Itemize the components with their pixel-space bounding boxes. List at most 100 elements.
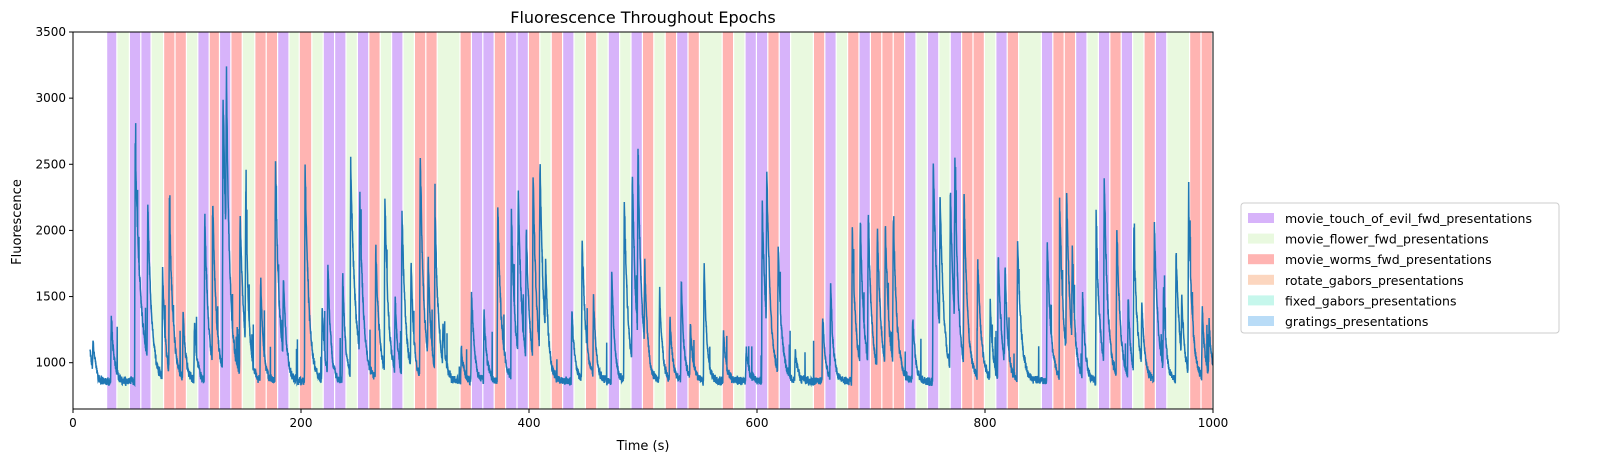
epoch-band-worms <box>1053 32 1064 409</box>
y-tick-label: 1500 <box>35 290 66 304</box>
y-tick-label: 1000 <box>35 356 66 370</box>
epoch-band-flower <box>289 32 299 409</box>
epoch-band-worms <box>255 32 266 409</box>
epoch-band-flower <box>242 32 255 409</box>
epoch-band-touch <box>323 32 334 409</box>
epoch-band-touch <box>278 32 289 409</box>
epoch-band-worms <box>266 32 277 409</box>
epoch-band-worms <box>688 32 699 409</box>
epoch-band-flower <box>939 32 950 409</box>
epoch-band-touch <box>392 32 403 409</box>
epoch-band-touch <box>1042 32 1053 409</box>
legend-swatch-fixed <box>1248 295 1274 306</box>
epoch-band-flower <box>597 32 608 409</box>
epoch-band-touch <box>1156 32 1167 409</box>
epoch-band-worms <box>1144 32 1155 409</box>
epoch-band-touch <box>779 32 790 409</box>
epoch-band-flower <box>437 32 460 409</box>
epoch-band-worms <box>973 32 984 409</box>
legend-label-worms: movie_worms_fwd_presentations <box>1285 252 1492 267</box>
epoch-band-flower <box>654 32 665 409</box>
epoch-band-worms <box>426 32 437 409</box>
y-tick-label: 3500 <box>35 25 66 39</box>
epoch-band-flower <box>312 32 323 409</box>
epoch-band-worms <box>848 32 859 409</box>
x-tick-label: 800 <box>974 416 997 430</box>
epoch-band-flower <box>1133 32 1144 409</box>
x-tick-label: 1000 <box>1198 416 1229 430</box>
epoch-band-worms <box>209 32 219 409</box>
epoch-band-worms <box>1190 32 1201 409</box>
epoch-band-worms <box>231 32 242 409</box>
epoch-band-worms <box>1007 32 1018 409</box>
epoch-band-flower <box>1087 32 1098 409</box>
legend-swatch-gratings <box>1248 316 1274 326</box>
fluorescence-trace <box>89 66 1213 388</box>
epoch-band-flower <box>985 32 996 409</box>
epoch-band-touch <box>1121 32 1132 409</box>
legend-label-gratings: gratings_presentations <box>1285 314 1428 329</box>
epoch-band-worms <box>175 32 186 409</box>
epoch-band-touch <box>608 32 619 409</box>
x-tick-label: 600 <box>746 416 769 430</box>
epoch-band-flower <box>187 32 198 409</box>
epoch-band-touch <box>141 32 151 409</box>
epoch-band-worms <box>1201 32 1212 409</box>
epoch-band-worms <box>586 32 597 409</box>
epoch-band-worms <box>460 32 471 409</box>
axes: 0 200 400 600 800 1000 1000 1500 2000 2500 3000 350… <box>35 25 1228 430</box>
x-tick-label: 0 <box>69 416 77 430</box>
epoch-band-touch <box>107 32 117 409</box>
epoch-band-touch <box>335 32 346 409</box>
epoch-band-worms <box>814 32 825 409</box>
legend-swatch-rotate <box>1248 274 1274 285</box>
epoch-band-worms <box>962 32 973 409</box>
epoch-band-flower <box>1019 32 1041 409</box>
epoch-band-flower <box>791 32 813 409</box>
legend-label-flower: movie_flower_fwd_presentations <box>1285 232 1489 247</box>
plot-area <box>89 32 1213 409</box>
epoch-band-flower <box>151 32 163 409</box>
legend-label-touch: movie_touch_of_evil_fwd_presentations <box>1285 211 1532 226</box>
epoch-band-worms <box>1110 32 1121 409</box>
epoch-band-touch <box>825 32 836 409</box>
legend-swatch-touch <box>1248 213 1274 223</box>
legend-label-fixed: fixed_gabors_presentations <box>1285 293 1456 308</box>
epoch-band-touch <box>198 32 209 409</box>
epoch-band-touch <box>905 32 916 409</box>
epoch-band-flower <box>1167 32 1189 409</box>
epoch-band-worms <box>369 32 380 409</box>
plot-frame <box>72 31 1214 410</box>
epoch-band-worms <box>893 32 904 409</box>
epoch-band-flower <box>540 32 551 409</box>
epoch-band-touch <box>631 32 642 409</box>
epoch-band-touch <box>472 32 483 409</box>
epoch-band-touch <box>517 32 528 409</box>
epoch-band-touch <box>996 32 1007 409</box>
y-tick-label: 3000 <box>35 91 66 105</box>
x-tick-label: 200 <box>290 416 313 430</box>
epoch-band-worms <box>871 32 882 409</box>
legend: movie_touch_of_evil_fwd_presentationsmov… <box>1240 202 1560 334</box>
epoch-band-worms <box>665 32 676 409</box>
epoch-band-touch <box>358 32 369 409</box>
epoch-band-touch <box>563 32 574 409</box>
epoch-band-flower <box>734 32 745 409</box>
epoch-band-worms <box>643 32 654 409</box>
epoch-band-worms <box>768 32 779 409</box>
epoch-band-flower <box>916 32 927 409</box>
x-tick-label: 400 <box>518 416 541 430</box>
y-axis-label: Fluorescence <box>10 179 25 265</box>
epoch-band-worms <box>882 32 893 409</box>
legend-box <box>1240 202 1560 334</box>
epoch-band-flower <box>836 32 847 409</box>
epoch-band-worms <box>1064 32 1075 409</box>
x-axis-label: Time (s) <box>616 439 670 454</box>
y-tick-label: 2500 <box>35 157 66 171</box>
epoch-band-touch <box>677 32 688 409</box>
epoch-band-flower <box>117 32 129 409</box>
epoch-band-worms <box>551 32 562 409</box>
chart-title: Fluorescence Throughout Epochs <box>510 8 775 27</box>
